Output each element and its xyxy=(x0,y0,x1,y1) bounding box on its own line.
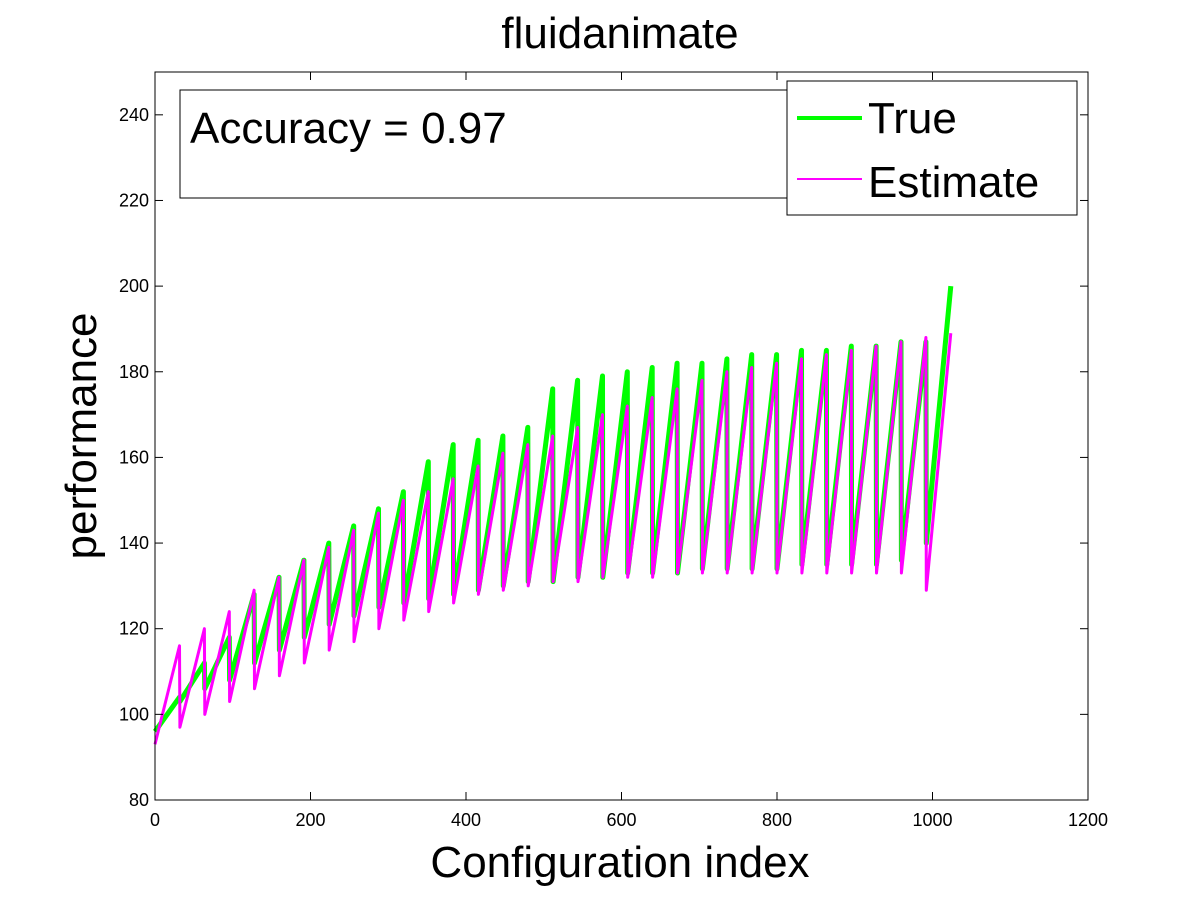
x-axis-label: Configuration index xyxy=(430,838,809,887)
y-tick-label: 220 xyxy=(119,190,149,210)
y-axis-label: performance xyxy=(57,312,106,559)
annotation-box: Accuracy = 0.97 xyxy=(179,89,793,199)
x-tick-label: 600 xyxy=(606,810,636,830)
series-line-estimate xyxy=(153,333,953,745)
x-tick-label: 400 xyxy=(451,810,481,830)
y-tick-label: 160 xyxy=(119,447,149,467)
y-tick-label: 120 xyxy=(119,619,149,639)
x-tick-label: 1200 xyxy=(1068,810,1108,830)
x-tick-label: 0 xyxy=(150,810,160,830)
legend-label-estimate: Estimate xyxy=(868,158,1039,207)
x-tick-label: 200 xyxy=(295,810,325,830)
y-tick-label: 100 xyxy=(119,704,149,724)
y-tick-label: 140 xyxy=(119,533,149,553)
y-tick-label: 80 xyxy=(129,790,149,810)
y-tick-label: 240 xyxy=(119,105,149,125)
chart-title: fluidanimate xyxy=(501,9,738,58)
x-tick-label: 800 xyxy=(762,810,792,830)
ticks-layer: 0 200 400 600 800 1000 1200 80 100 120 140 160 180 20… xyxy=(119,72,1108,830)
legend-frame xyxy=(786,80,1078,216)
series-layer xyxy=(152,285,954,745)
legend-label-true: True xyxy=(868,94,957,143)
annotation-frame xyxy=(179,89,793,199)
legend: True Estimate xyxy=(786,80,1078,216)
accuracy-annotation: Accuracy = 0.97 xyxy=(190,104,507,153)
y-tick-label: 180 xyxy=(119,362,149,382)
y-tick-label: 200 xyxy=(119,276,149,296)
x-tick-label: 1000 xyxy=(912,810,952,830)
